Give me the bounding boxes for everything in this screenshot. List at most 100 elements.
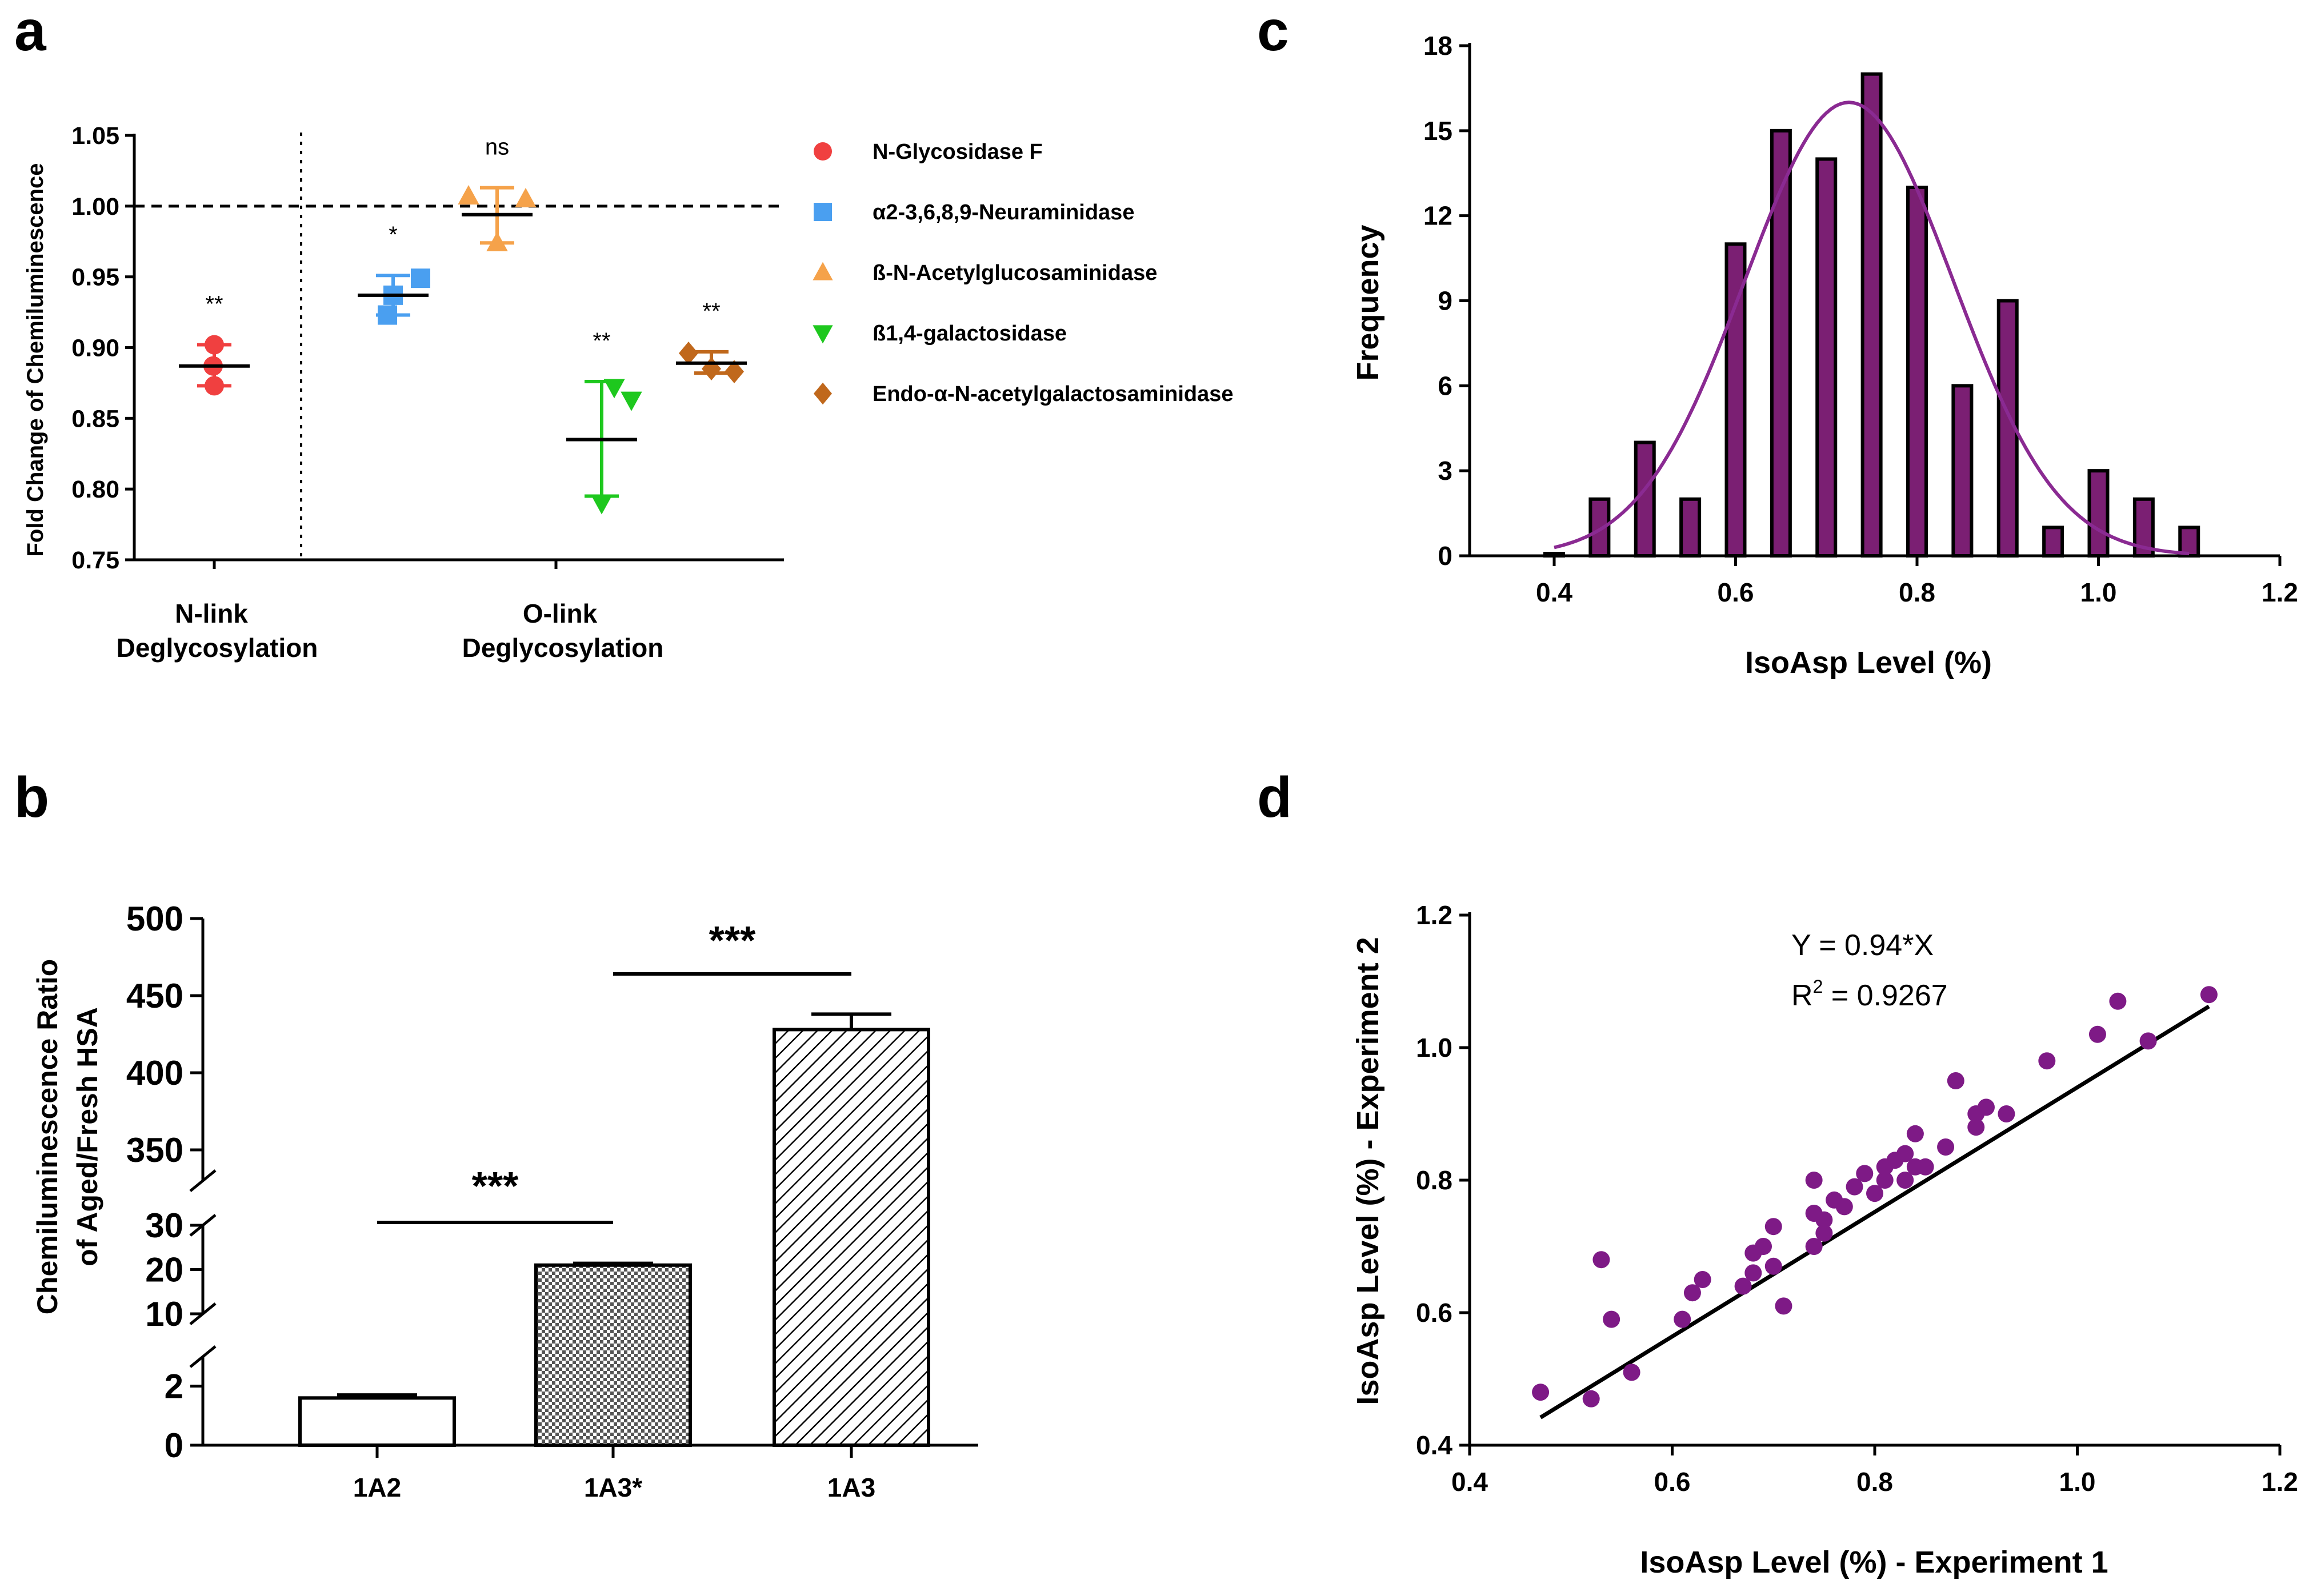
a-ytick-label: 0.85: [71, 405, 119, 432]
a-series-3: ns: [458, 135, 537, 251]
c-hist-bar: [2178, 526, 2200, 558]
a-ytick-label: 0.95: [71, 264, 119, 291]
a-legend-item: ß-N-Acetylglucosaminidase: [813, 261, 1157, 285]
group-nlink-line1: N-link: [175, 599, 248, 628]
b-ytick-label: 0: [165, 1426, 183, 1465]
c-hist-bar: [1770, 129, 1792, 558]
a-ytick-label: 1.05: [71, 122, 119, 150]
c-xtick-label: 0.4: [1536, 578, 1572, 607]
d-data-point: [1856, 1165, 1874, 1182]
d-data-point: [1775, 1297, 1792, 1315]
d-data-point: [1947, 1072, 1964, 1089]
c-ytick-label: 0: [1438, 541, 1452, 571]
c-ytick-label: 12: [1423, 201, 1452, 231]
a-legend-label: N-Glycosidase F: [873, 140, 1043, 164]
r2-prefix: R: [1791, 979, 1813, 1012]
a-legend-marker: [813, 262, 833, 280]
d-data-point: [1937, 1138, 1955, 1156]
d-data-point: [1592, 1251, 1610, 1269]
d-data-point: [1532, 1384, 1550, 1401]
b-ytick-label: 10: [145, 1295, 183, 1333]
d-ylabel: IsoAsp Level (%) - Experiment 2: [1351, 937, 1385, 1405]
c-ytick-label: 15: [1423, 116, 1452, 146]
b-comparison-label: ***: [472, 1164, 519, 1208]
c-ytick-label: 9: [1438, 286, 1452, 316]
panel-b-label: b: [14, 765, 49, 829]
panel-d-label: d: [1257, 765, 1292, 829]
c-hist-bar: [1906, 186, 1928, 558]
b-ytick-label: 400: [126, 1054, 183, 1092]
b-bar-1A3*: [534, 1263, 692, 1447]
a-significance: **: [702, 299, 720, 324]
c-hist-bar: [1860, 72, 1883, 558]
panel-a-ylabel: Fold Change of Chemiluminescence: [23, 163, 48, 556]
a-data-point: [603, 379, 625, 399]
d-data-point: [1805, 1172, 1823, 1189]
c-ytick-label: 6: [1438, 371, 1452, 400]
a-data-point: [458, 185, 479, 204]
d-data-point: [2139, 1032, 2157, 1050]
b-ytick-label: 450: [126, 977, 183, 1015]
a-series-5: **: [676, 299, 747, 384]
a-ytick-label: 0.75: [71, 547, 119, 574]
b-axis-break: [189, 1169, 217, 1192]
panel-b-ylabel-line1: Chemiluminescence Ratio: [31, 959, 63, 1314]
d-data-point: [1764, 1218, 1782, 1236]
a-legend-label: Endo-α-N-acetylgalactosaminidase: [873, 382, 1234, 406]
c-ytick-label: 18: [1423, 31, 1452, 61]
c-hist-bar: [2042, 526, 2064, 558]
d-data-point: [1734, 1277, 1752, 1295]
d-data-point: [1998, 1105, 2015, 1122]
panel-d-r2: R2 = 0.9267: [1791, 976, 1948, 1012]
b-ytick-label: 20: [145, 1251, 183, 1289]
c-hist-bar: [2087, 469, 2110, 558]
d-data-point: [1805, 1238, 1823, 1255]
b-xtick-label: 1A3*: [584, 1473, 642, 1502]
d-ytick-label: 0.6: [1416, 1298, 1452, 1328]
r2-value: = 0.9267: [1823, 979, 1947, 1012]
d-data-point: [1846, 1178, 1863, 1196]
a-series-2: *: [358, 222, 430, 325]
a-legend-item: Endo-α-N-acetylgalactosaminidase: [814, 382, 1234, 406]
a-data-point: [205, 335, 224, 355]
c-hist-bar: [1724, 242, 1747, 558]
a-series-4: **: [566, 328, 642, 515]
d-xtick-label: 1.0: [2059, 1467, 2096, 1497]
panel-a-legend: N-Glycosidase F α2-3,6,8,9-Neuraminidase ß…: [813, 140, 1234, 406]
a-data-point: [205, 376, 224, 396]
a-legend-marker: [813, 325, 833, 344]
a-data-point: [679, 342, 698, 365]
c-hist-bar: [1951, 384, 1974, 558]
a-series-1: **: [179, 292, 250, 396]
d-data-point: [2038, 1052, 2056, 1070]
d-data-point: [1906, 1125, 1924, 1142]
d-data-point: [1876, 1172, 1894, 1189]
a-significance: *: [389, 222, 398, 247]
c-xtick-label: 0.6: [1718, 578, 1754, 607]
b-xtick-label: 1A2: [353, 1473, 401, 1502]
d-xlabel: IsoAsp Level (%) - Experiment 1: [1640, 1545, 2108, 1579]
c-hist-bar: [1543, 552, 1565, 558]
d-data-point: [1694, 1271, 1711, 1288]
d-data-point: [1674, 1310, 1691, 1328]
panel-c: c 0 3 6 9 12 15 18 0.4 0.6 0.8 1.0 1.2 IsoAsp Level …: [1257, 0, 2298, 680]
d-data-point: [1683, 1284, 1701, 1302]
a-legend-item: N-Glycosidase F: [814, 140, 1043, 164]
d-data-point: [1967, 1118, 1985, 1136]
c-gaussian-fit: [1554, 101, 2190, 556]
c-xtick-label: 1.2: [2262, 578, 2298, 607]
d-data-point: [2088, 1025, 2106, 1043]
b-ytick-label: 30: [145, 1206, 183, 1245]
a-significance: **: [593, 328, 610, 354]
panel-a: a Fold Change of Chemiluminescence 0.750…: [14, 0, 1234, 663]
d-data-point: [2109, 992, 2127, 1010]
d-data-point: [2200, 986, 2218, 1004]
a-data-point: [725, 360, 744, 384]
panel-b: b Chemiluminescence Ratio of Aged/Fresh …: [14, 765, 978, 1502]
d-data-point: [1896, 1145, 1914, 1162]
d-xtick-label: 1.2: [2262, 1467, 2298, 1497]
d-data-point: [1977, 1098, 1995, 1116]
a-significance: ns: [485, 135, 509, 160]
b-axis-break: [189, 1345, 217, 1368]
b-xtick-label: 1A3: [827, 1473, 875, 1502]
